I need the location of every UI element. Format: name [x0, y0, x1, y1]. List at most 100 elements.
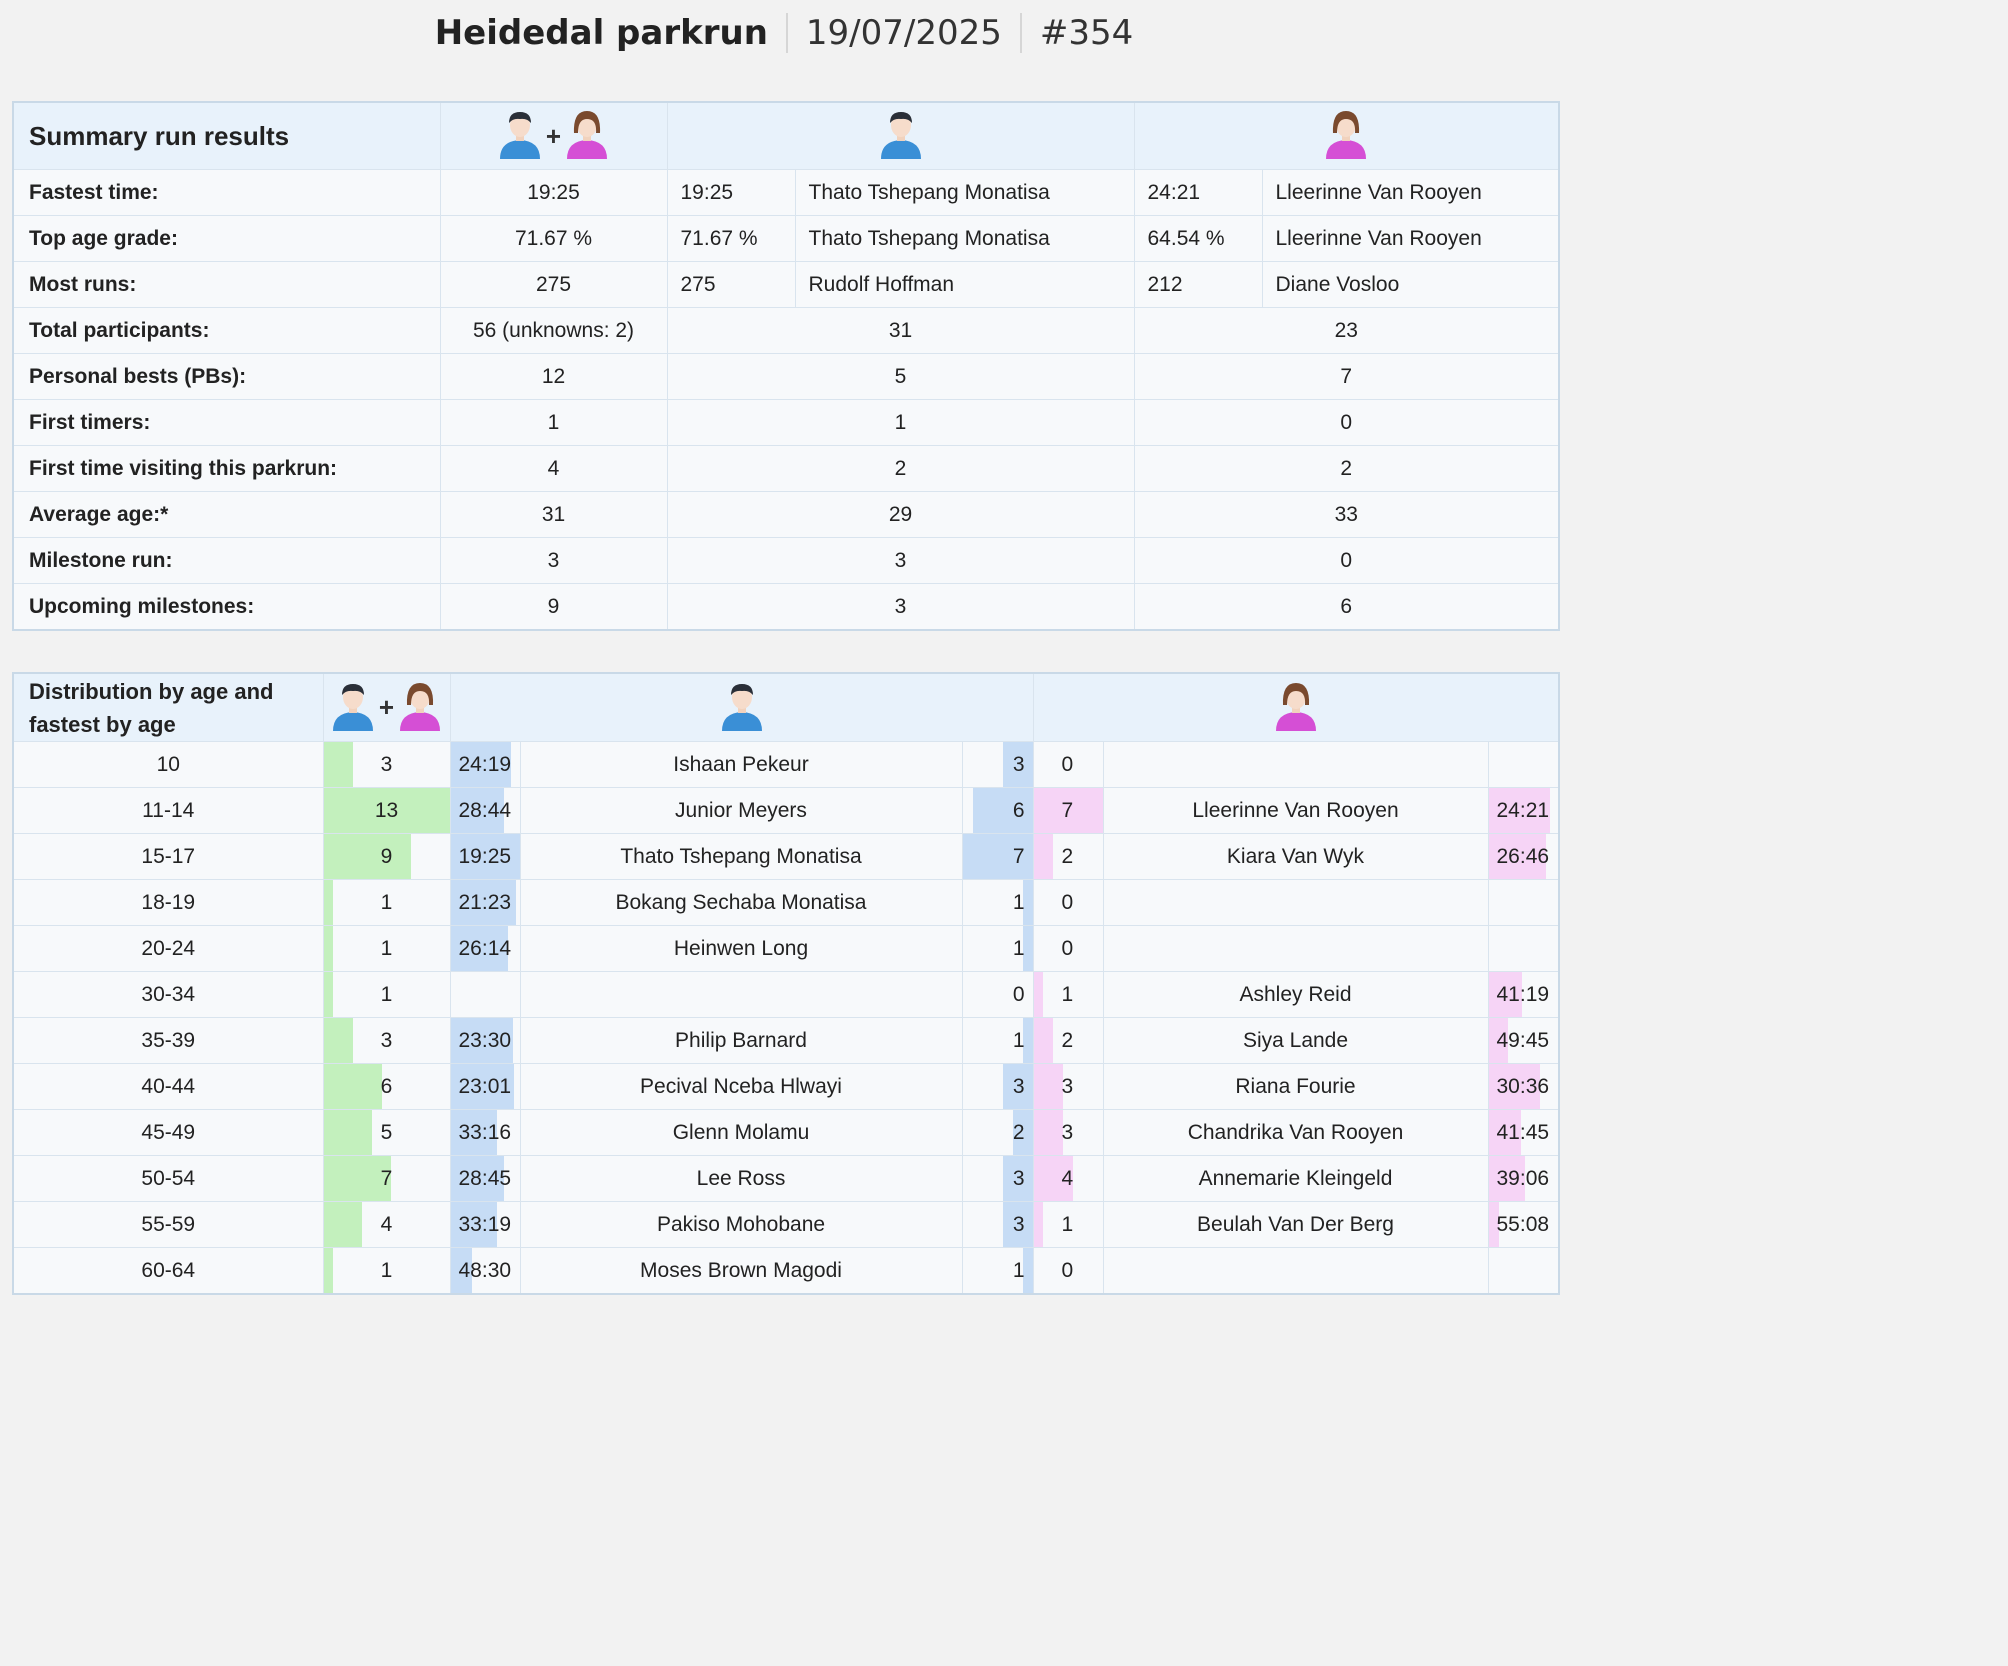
male-time-bar	[450, 926, 509, 971]
male-fastest-time: 33:16	[458, 1120, 512, 1144]
male-count-cell: 1	[961, 925, 1034, 972]
female-time-cell	[1487, 925, 1560, 972]
female-time-bar	[1488, 834, 1546, 879]
female-count-cell: 1	[1032, 971, 1104, 1018]
male-count-bar	[1022, 880, 1033, 925]
all-value: 31	[439, 491, 668, 538]
plus-sign: +	[545, 120, 562, 151]
age-group: 45-49	[12, 1109, 324, 1156]
female-time-bar	[1488, 1110, 1522, 1155]
summary-row-first-timers: First timers: 1 1 0	[12, 399, 1560, 446]
male-fastest-name: Pecival Nceba Hlwayi	[519, 1063, 963, 1110]
row-label: Personal bests (PBs):	[12, 353, 441, 400]
female-time-cell	[1487, 741, 1560, 788]
female-time-cell: 26:46	[1487, 833, 1560, 880]
male-count-cell: 0	[961, 971, 1034, 1018]
male-fastest-time: 23:30	[458, 1028, 512, 1052]
summary-row-pbs: Personal bests (PBs): 12 5 7	[12, 353, 1560, 400]
male-time-cell: 21:23	[449, 879, 521, 926]
header-male	[666, 101, 1135, 170]
male-count-bar	[1022, 1018, 1033, 1063]
female-time-cell	[1487, 879, 1560, 926]
male-count-bar	[962, 834, 1033, 879]
male-time-bar	[450, 1156, 505, 1201]
male-avatar-icon	[879, 107, 923, 165]
age-group: 30-34	[12, 971, 324, 1018]
all-value: 9	[439, 583, 668, 631]
total-count: 1	[380, 890, 393, 914]
female-count-cell: 2	[1032, 833, 1104, 880]
male-fastest-time: 33:19	[458, 1212, 512, 1236]
distribution-row: 18-19 1 21:23 Bokang Sechaba Monatisa 1 0	[12, 879, 1560, 926]
male-name: Rudolf Hoffman	[794, 261, 1135, 308]
female-count: 3	[1061, 1074, 1074, 1098]
age-group: 15-17	[12, 833, 324, 880]
female-count-bar	[1033, 1156, 1073, 1201]
male-fastest-time: 19:25	[458, 844, 512, 868]
total-count-cell: 3	[322, 741, 451, 788]
male-count: 3	[1012, 1166, 1025, 1190]
all-value: 275	[439, 261, 668, 308]
male-count-cell: 3	[961, 1063, 1034, 1110]
age-group: 50-54	[12, 1155, 324, 1202]
male-fastest-name: Thato Tshepang Monatisa	[519, 833, 963, 880]
male-value: 29	[666, 491, 1135, 538]
female-count-cell: 2	[1032, 1017, 1104, 1064]
male-fastest-time: 24:19	[458, 752, 512, 776]
total-bar	[323, 926, 334, 971]
female-count-bar	[1033, 972, 1044, 1017]
male-value: 71.67 %	[666, 215, 796, 262]
male-fastest-name: Ishaan Pekeur	[519, 741, 963, 788]
header-female	[1133, 101, 1560, 170]
male-time-bar	[450, 1018, 513, 1063]
male-value: 275	[666, 261, 796, 308]
female-time-cell: 49:45	[1487, 1017, 1560, 1064]
male-count-cell: 7	[961, 833, 1034, 880]
total-count-cell: 1	[322, 879, 451, 926]
summary-row-participants: Total participants: 56 (unknowns: 2) 31 …	[12, 307, 1560, 354]
female-fastest-name: Chandrika Van Rooyen	[1102, 1109, 1489, 1156]
female-count-cell: 7	[1032, 787, 1104, 834]
female-count-cell: 0	[1032, 1247, 1104, 1295]
male-count-cell: 3	[961, 1155, 1034, 1202]
age-group: 20-24	[12, 925, 324, 972]
male-fastest-name: Lee Ross	[519, 1155, 963, 1202]
female-count: 0	[1061, 890, 1074, 914]
male-count-cell: 3	[961, 1201, 1034, 1248]
male-count: 7	[1012, 844, 1025, 868]
all-value: 1	[439, 399, 668, 446]
summary-row-fastest: Fastest time: 19:25 19:25 Thato Tshepang…	[12, 169, 1560, 216]
female-count: 0	[1061, 936, 1074, 960]
male-fastest-time: 28:45	[458, 1166, 512, 1190]
row-label: Upcoming milestones:	[12, 583, 441, 631]
total-count-cell: 4	[322, 1201, 451, 1248]
plus-sign: +	[378, 692, 395, 722]
row-label: First time visiting this parkrun:	[12, 445, 441, 492]
distribution-title-line1: Distribution by age and	[29, 678, 274, 704]
total-bar	[323, 1110, 372, 1155]
male-count: 0	[1012, 982, 1025, 1006]
total-bar	[323, 1018, 353, 1063]
male-time-cell: 23:01	[449, 1063, 521, 1110]
male-fastest-time: 23:01	[458, 1074, 512, 1098]
male-time-bar	[450, 834, 520, 879]
total-count: 5	[380, 1120, 393, 1144]
distribution-title: Distribution by age and fastest by age	[12, 672, 324, 742]
female-time-bar	[1488, 1202, 1499, 1247]
male-count-bar	[1022, 1248, 1033, 1293]
male-count-cell: 1	[961, 1247, 1034, 1295]
female-count: 3	[1061, 1120, 1074, 1144]
summary-row-most-runs: Most runs: 275 275 Rudolf Hoffman 212 Di…	[12, 261, 1560, 308]
header-all: +	[439, 101, 668, 170]
distribution-row: 45-49 5 33:16 Glenn Molamu 2 3 Chandrika Van R…	[12, 1109, 1560, 1156]
female-value: 0	[1133, 399, 1560, 446]
total-count-cell: 7	[322, 1155, 451, 1202]
total-count-cell: 1	[322, 1247, 451, 1295]
male-value: 2	[666, 445, 1135, 492]
total-count-cell: 6	[322, 1063, 451, 1110]
male-count: 3	[1012, 1212, 1025, 1236]
female-count: 7	[1061, 798, 1074, 822]
male-avatar-icon	[498, 107, 542, 165]
total-bar	[323, 972, 334, 1017]
female-value: 2	[1133, 445, 1560, 492]
